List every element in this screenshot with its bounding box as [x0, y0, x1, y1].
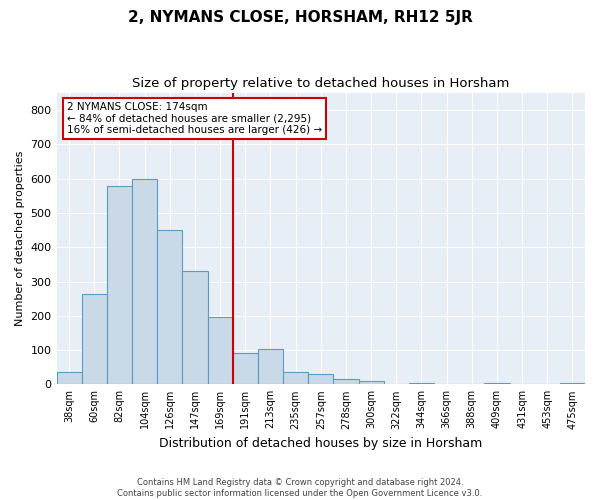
Bar [157, 230, 182, 384]
Bar [82, 294, 107, 384]
Bar [484, 382, 509, 384]
Bar [308, 374, 334, 384]
Bar [182, 271, 208, 384]
Bar [208, 318, 233, 384]
Y-axis label: Number of detached properties: Number of detached properties [15, 151, 25, 326]
Bar [233, 354, 258, 384]
Bar [107, 186, 132, 384]
Text: 2 NYMANS CLOSE: 174sqm
← 84% of detached houses are smaller (2,295)
16% of semi-: 2 NYMANS CLOSE: 174sqm ← 84% of detached… [67, 102, 322, 135]
Bar [560, 382, 585, 384]
Bar [334, 379, 359, 384]
Bar [258, 349, 283, 384]
Bar [359, 381, 383, 384]
X-axis label: Distribution of detached houses by size in Horsham: Distribution of detached houses by size … [159, 437, 482, 450]
Bar [283, 372, 308, 384]
Bar [409, 382, 434, 384]
Text: Contains HM Land Registry data © Crown copyright and database right 2024.
Contai: Contains HM Land Registry data © Crown c… [118, 478, 482, 498]
Bar [56, 372, 82, 384]
Text: 2, NYMANS CLOSE, HORSHAM, RH12 5JR: 2, NYMANS CLOSE, HORSHAM, RH12 5JR [128, 10, 472, 25]
Bar [132, 178, 157, 384]
Title: Size of property relative to detached houses in Horsham: Size of property relative to detached ho… [132, 78, 509, 90]
